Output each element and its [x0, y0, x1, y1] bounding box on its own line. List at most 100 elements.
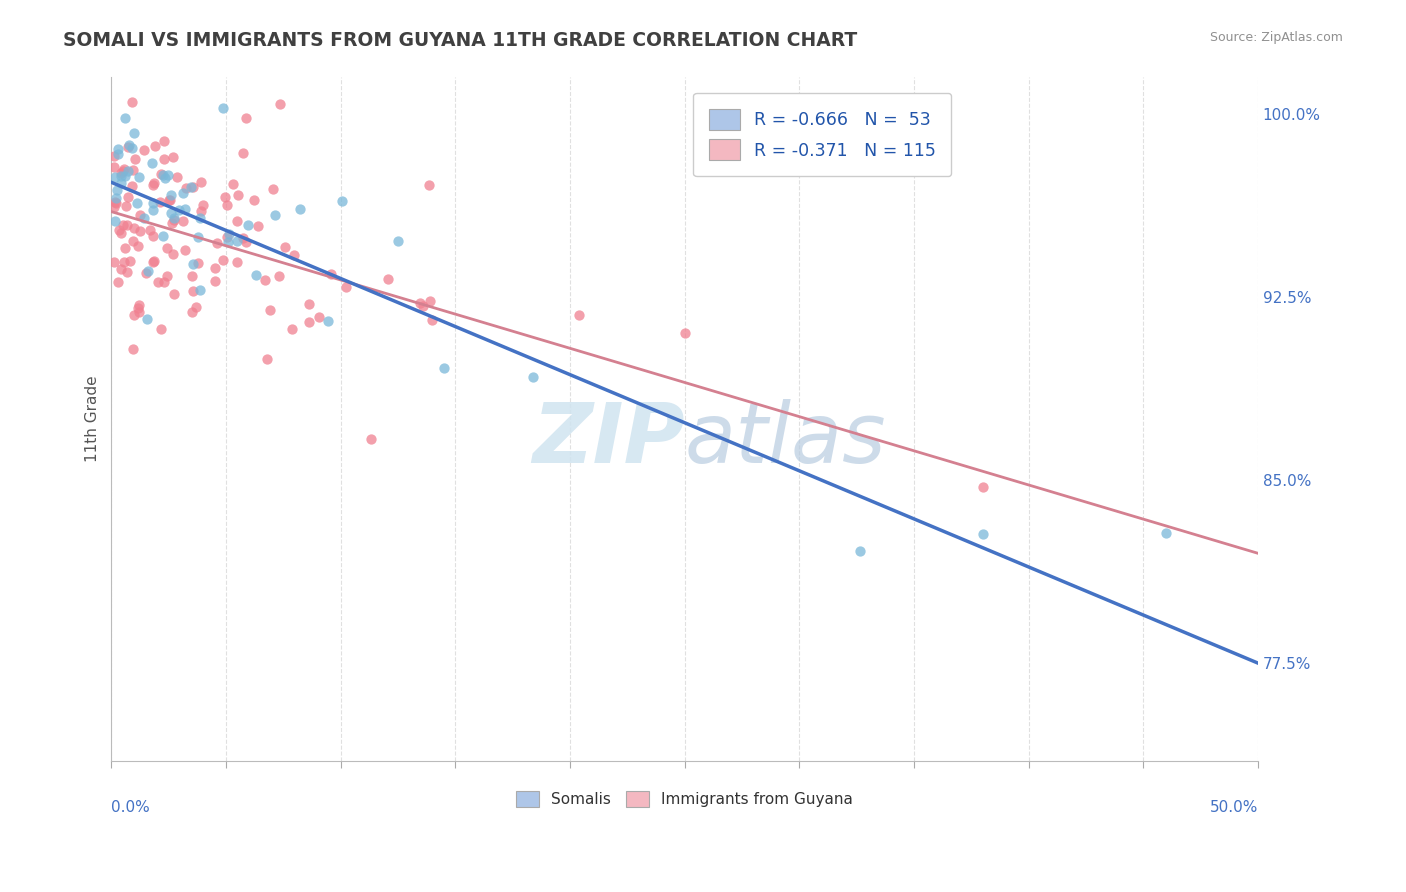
Point: [215, 230, 238, 244]
Point: [115, 199, 138, 213]
Point: [112, 255, 135, 269]
Point: [269, 96, 291, 111]
Point: [243, 194, 266, 208]
Point: [522, 370, 544, 384]
Point: [246, 219, 269, 233]
Text: 50.0%: 50.0%: [1209, 799, 1258, 814]
Point: [122, 162, 145, 177]
Point: [114, 112, 136, 126]
Point: [135, 266, 157, 280]
Point: [163, 287, 186, 301]
Point: [103, 149, 125, 163]
Point: [180, 180, 202, 194]
Point: [132, 143, 155, 157]
Point: [187, 255, 209, 269]
Point: [163, 211, 186, 226]
Point: [127, 301, 149, 316]
Point: [122, 126, 145, 140]
Point: [163, 212, 186, 227]
Point: [298, 297, 321, 311]
Point: [167, 202, 190, 217]
Point: [104, 194, 127, 209]
Text: atlas: atlas: [685, 399, 886, 480]
Point: [149, 195, 172, 210]
Point: [135, 311, 157, 326]
Point: [183, 180, 205, 194]
Point: [152, 229, 174, 244]
Point: [149, 322, 172, 336]
Point: [142, 176, 165, 190]
Point: [162, 247, 184, 261]
Point: [117, 164, 139, 178]
Point: [103, 255, 125, 269]
Point: [110, 176, 132, 190]
Point: [181, 268, 204, 283]
Point: [972, 527, 994, 541]
Point: [104, 213, 127, 227]
Point: [274, 240, 297, 254]
Point: [121, 141, 143, 155]
Point: [122, 234, 145, 248]
Point: [187, 229, 209, 244]
Point: [849, 543, 872, 558]
Point: [188, 211, 211, 225]
Point: [107, 275, 129, 289]
Point: [110, 166, 132, 180]
Point: [128, 224, 150, 238]
Point: [152, 135, 174, 149]
Point: [128, 170, 150, 185]
Point: [127, 238, 149, 252]
Point: [232, 145, 254, 160]
Point: [142, 229, 165, 244]
Point: [420, 312, 443, 326]
Point: [418, 178, 440, 193]
Text: 0.0%: 0.0%: [111, 799, 150, 814]
Point: [568, 308, 591, 322]
Y-axis label: 11th Grade: 11th Grade: [86, 376, 100, 462]
Point: [159, 194, 181, 208]
Point: [236, 219, 259, 233]
Point: [316, 314, 339, 328]
Point: [319, 268, 342, 282]
Point: [330, 194, 353, 208]
Point: [125, 195, 148, 210]
Point: [110, 262, 132, 277]
Point: [118, 137, 141, 152]
Point: [245, 268, 267, 282]
Point: [122, 220, 145, 235]
Point: [409, 296, 432, 310]
Point: [225, 214, 247, 228]
Point: [335, 279, 357, 293]
Point: [162, 150, 184, 164]
Point: [122, 342, 145, 356]
Point: [156, 268, 179, 283]
Point: [117, 265, 139, 279]
Point: [124, 152, 146, 166]
Point: [105, 183, 128, 197]
Point: [360, 432, 382, 446]
Point: [283, 248, 305, 262]
Point: [134, 211, 156, 225]
Point: [181, 284, 204, 298]
Point: [148, 275, 170, 289]
Point: [387, 234, 409, 248]
Point: [121, 178, 143, 193]
Point: [108, 223, 131, 237]
Point: [153, 275, 176, 289]
Point: [188, 283, 211, 297]
Point: [972, 480, 994, 494]
Point: [267, 269, 290, 284]
Point: [143, 139, 166, 153]
Point: [225, 254, 247, 268]
Point: [110, 226, 132, 240]
Point: [112, 161, 135, 176]
Point: [117, 189, 139, 203]
Point: [153, 171, 176, 186]
Point: [217, 197, 239, 211]
Point: [160, 206, 183, 220]
Point: [280, 321, 302, 335]
Point: [412, 299, 434, 313]
Point: [174, 202, 197, 217]
Point: [205, 235, 228, 250]
Point: [308, 310, 330, 325]
